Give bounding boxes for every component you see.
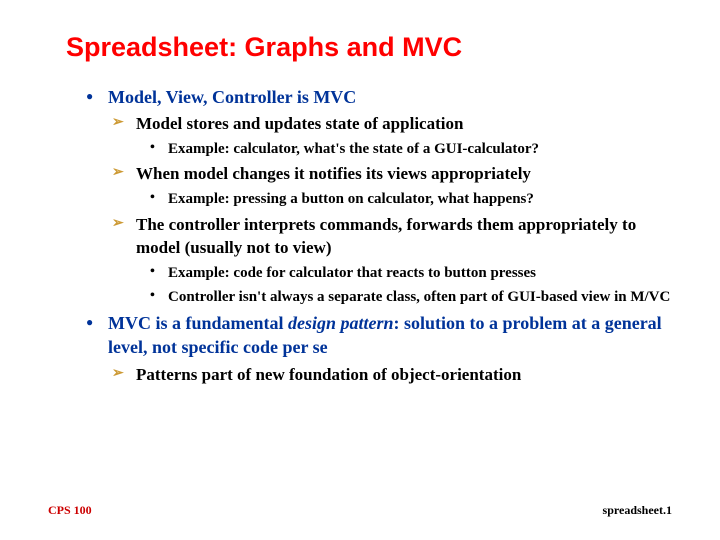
slide-footer: CPS 100 spreadsheet.1 bbox=[48, 503, 672, 518]
list-text: Example: calculator, what's the state of… bbox=[168, 141, 539, 157]
list-text: Example: code for calculator that reacts… bbox=[168, 265, 536, 281]
list-item: When model changes it notifies its views… bbox=[112, 163, 672, 209]
bullet-list-level1: Model, View, Controller is MVC Model sto… bbox=[86, 85, 672, 387]
footer-left: CPS 100 bbox=[48, 503, 92, 518]
bullet-list-level2: Patterns part of new foundation of objec… bbox=[112, 364, 672, 387]
list-text: Controller isn't always a separate class… bbox=[168, 289, 670, 305]
bullet-list-level3: Example: pressing a button on calculator… bbox=[150, 189, 672, 209]
list-item: Example: code for calculator that reacts… bbox=[150, 263, 672, 283]
list-item: The controller interprets commands, forw… bbox=[112, 214, 672, 307]
list-item: MVC is a fundamental design pattern: sol… bbox=[86, 311, 672, 387]
slide-title: Spreadsheet: Graphs and MVC bbox=[66, 32, 672, 63]
list-item: Model stores and updates state of applic… bbox=[112, 113, 672, 159]
list-text-italic: design pattern bbox=[288, 313, 394, 333]
list-text: Model stores and updates state of applic… bbox=[136, 114, 463, 133]
footer-right: spreadsheet.1 bbox=[603, 503, 672, 518]
list-item: Controller isn't always a separate class… bbox=[150, 287, 672, 307]
list-text: When model changes it notifies its views… bbox=[136, 164, 531, 183]
list-item: Example: pressing a button on calculator… bbox=[150, 189, 672, 209]
list-text: The controller interprets commands, forw… bbox=[136, 215, 636, 257]
list-item: Example: calculator, what's the state of… bbox=[150, 139, 672, 159]
list-text-pre: MVC is a fundamental bbox=[108, 313, 288, 333]
bullet-list-level3: Example: code for calculator that reacts… bbox=[150, 263, 672, 308]
list-item: Patterns part of new foundation of objec… bbox=[112, 364, 672, 387]
list-item: Model, View, Controller is MVC Model sto… bbox=[86, 85, 672, 307]
list-text: Example: pressing a button on calculator… bbox=[168, 191, 534, 207]
bullet-list-level2: Model stores and updates state of applic… bbox=[112, 113, 672, 307]
list-text: Model, View, Controller is MVC bbox=[108, 87, 356, 107]
bullet-list-level3: Example: calculator, what's the state of… bbox=[150, 139, 672, 159]
list-text: Patterns part of new foundation of objec… bbox=[136, 365, 521, 384]
